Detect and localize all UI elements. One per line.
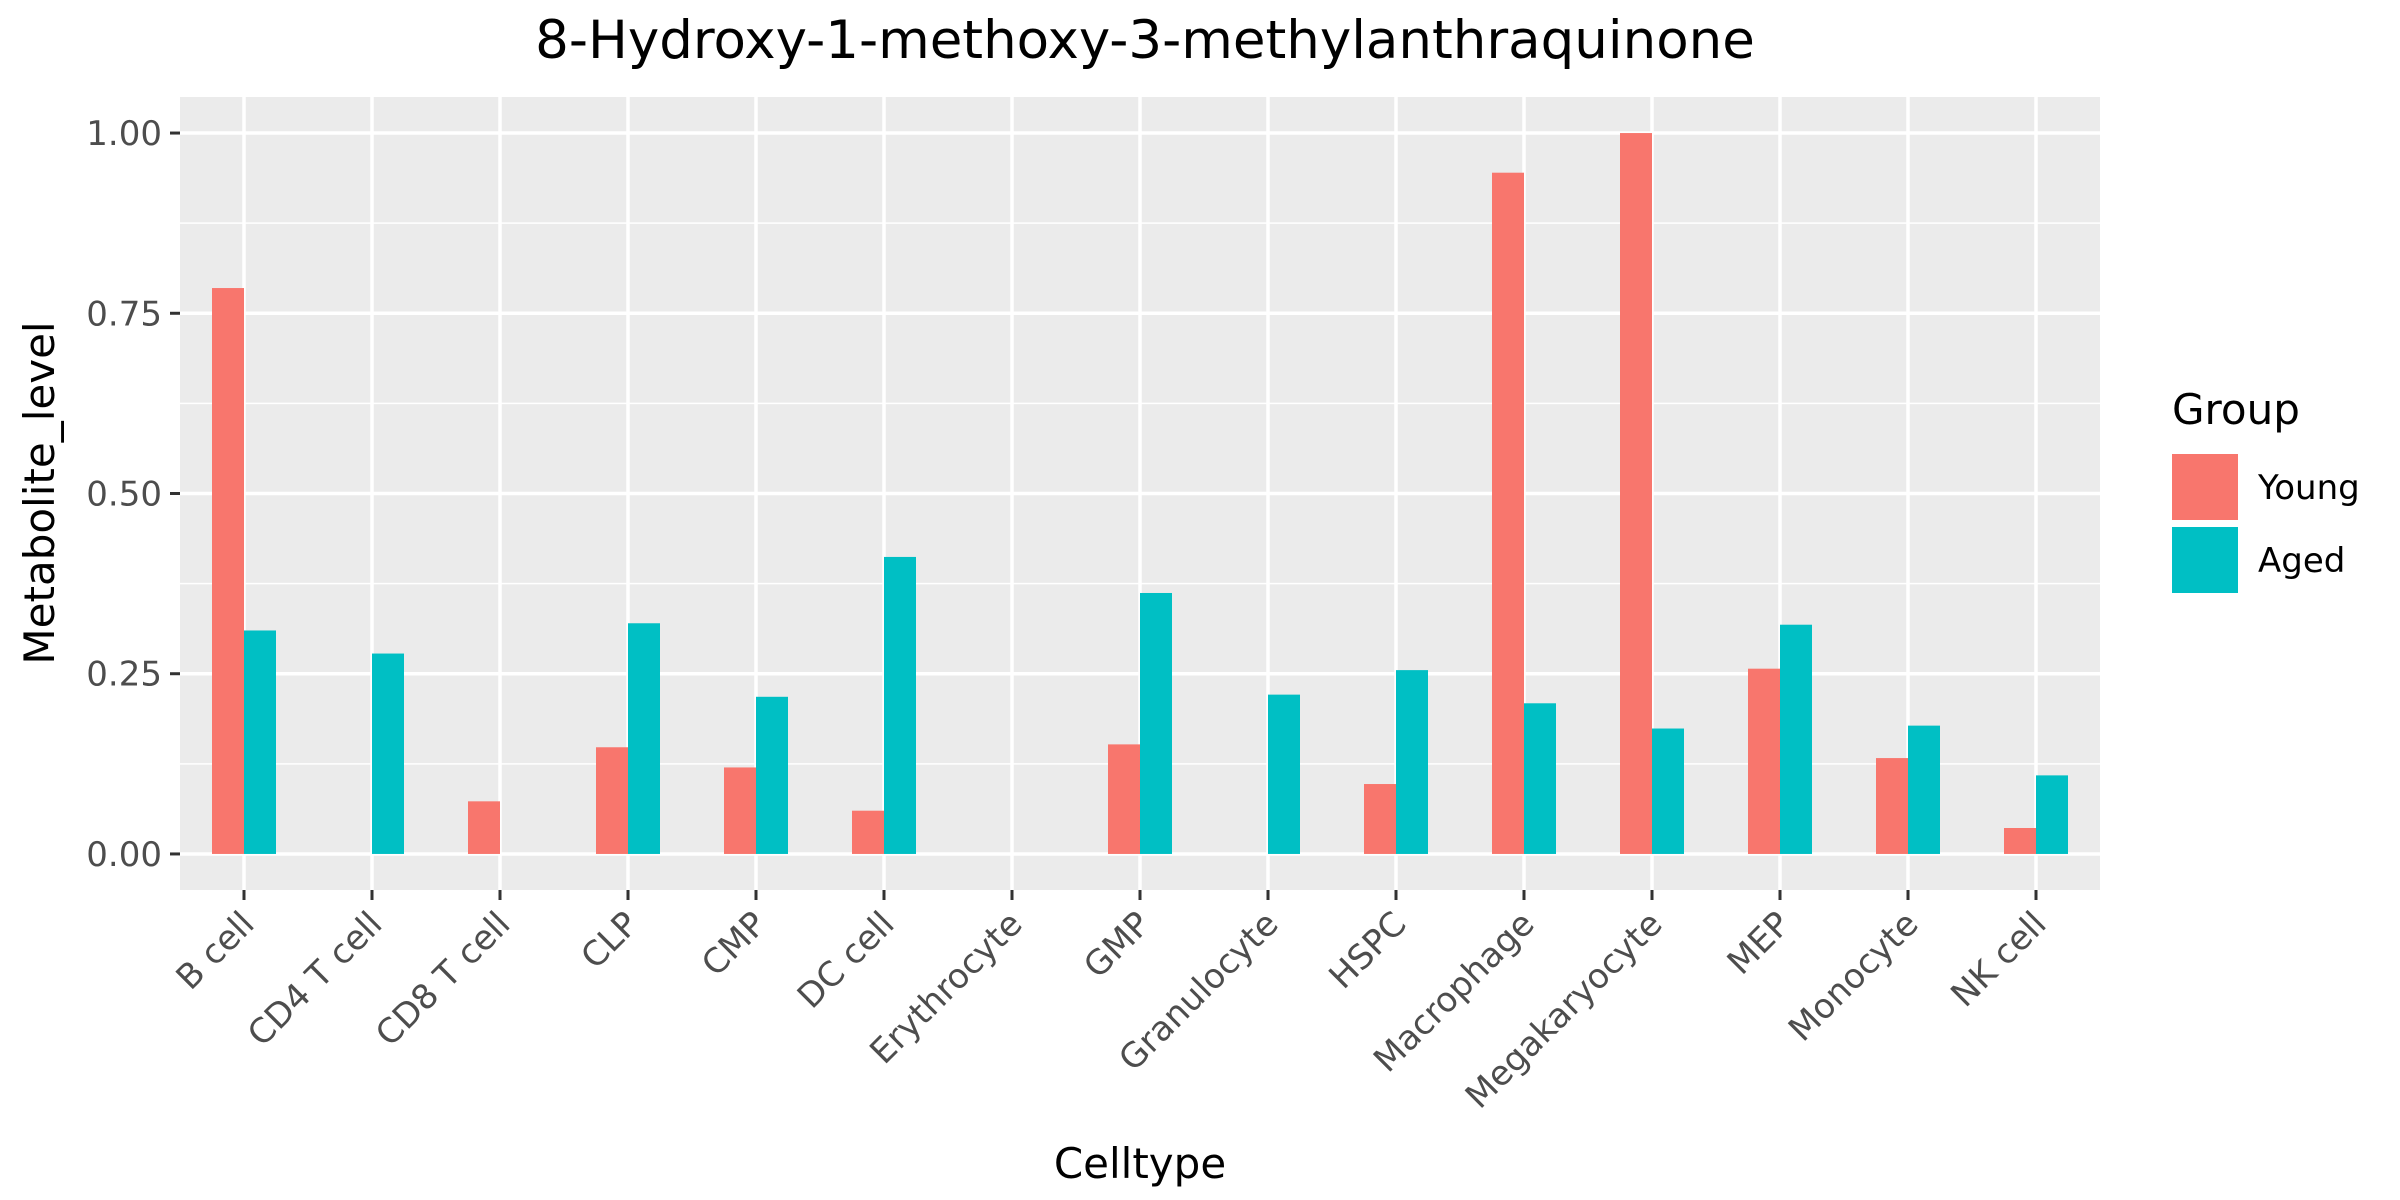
bar-young [1108,744,1140,854]
y-tick-label: 1.00 [86,114,162,154]
bar-aged [244,630,276,854]
x-tick-label: CLP [573,904,646,977]
bar-young [724,767,756,854]
bar-young [1748,668,1780,854]
bar-aged [628,623,660,854]
bar-aged [1908,725,1940,854]
chart-title: 8-Hydroxy-1-methoxy-3-methylanthraquinon… [535,10,1755,71]
bar-aged [1140,592,1172,854]
bars [212,133,2068,854]
bar-aged [1780,624,1812,854]
bar-young [1620,133,1652,854]
x-tick-label: Monocyte [1781,904,1926,1049]
bar-young [212,288,244,854]
y-tick-label: 0.00 [86,835,162,875]
bar-young [1492,172,1524,854]
y-tick-label: 0.25 [86,655,162,695]
x-tick-label: GMP [1076,904,1158,986]
y-axis: 0.00 0.25 0.50 0.75 1.00 [86,114,180,875]
bar-young [2004,828,2036,854]
x-tick-label: CD4 T cell [240,904,390,1054]
bar-young [1876,758,1908,854]
x-tick-label: DC cell [790,904,903,1017]
bar-aged [372,653,404,854]
bar-aged [1268,694,1300,854]
x-tick-label: CMP [694,904,774,984]
legend: Group Young Aged [2172,385,2360,593]
x-tick-label: CD8 T cell [368,904,518,1054]
x-tick-label: B cell [169,904,263,998]
legend-label: Young [2257,468,2360,508]
bar-aged [884,556,916,854]
bar-young [852,810,884,854]
bar-young [1364,784,1396,854]
x-axis-title: Celltype [1054,1139,1226,1188]
legend-title: Group [2172,385,2300,434]
bar-aged [2036,775,2068,854]
x-tick-label: MEP [1720,904,1799,983]
bar-aged [1396,670,1428,854]
legend-key-young [2172,454,2238,520]
bar-aged [756,696,788,854]
legend-label: Aged [2258,541,2345,581]
x-tick-label: HSPC [1321,904,1414,997]
bar-aged [1524,703,1556,854]
y-axis-title: Metabolite_level [15,321,64,664]
bar-young [596,747,628,854]
legend-key-aged [2172,527,2238,593]
y-tick-label: 0.75 [86,294,162,334]
bar-aged [1652,728,1684,854]
bar-young [468,801,500,854]
y-tick-label: 0.50 [86,475,162,515]
x-tick-label: NK cell [1943,904,2054,1015]
